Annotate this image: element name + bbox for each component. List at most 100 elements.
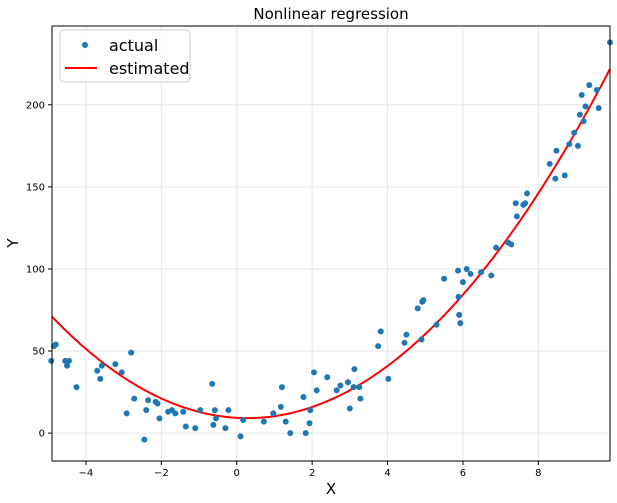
data-point: [350, 384, 357, 391]
y-axis-label: Y: [4, 238, 22, 249]
data-point: [222, 425, 229, 432]
x-tick-label: 4: [384, 468, 390, 479]
data-point: [311, 369, 318, 376]
data-point: [156, 415, 163, 422]
data-point: [143, 407, 150, 414]
data-point: [433, 321, 440, 328]
y-axis-ticks: 0 50 100 150 200: [26, 100, 52, 440]
data-point: [307, 407, 314, 414]
data-point: [209, 380, 216, 387]
data-point: [302, 430, 309, 437]
data-point: [576, 111, 583, 118]
x-tick-label: −2: [154, 468, 169, 479]
data-point: [182, 423, 189, 430]
data-point: [522, 200, 529, 207]
x-axis-ticks: −4 −2 0 2 4 6 8: [79, 461, 542, 479]
data-point: [98, 362, 105, 369]
data-point: [324, 374, 331, 381]
legend-actual-marker: [82, 42, 88, 48]
x-tick-label: 2: [309, 468, 315, 479]
data-point: [123, 410, 130, 417]
data-point: [418, 336, 425, 343]
data-point: [278, 384, 285, 391]
data-point: [488, 272, 495, 279]
data-point: [441, 275, 448, 282]
data-point: [73, 384, 80, 391]
data-point: [561, 172, 568, 179]
data-point: [357, 395, 364, 402]
data-point: [52, 341, 59, 348]
data-point: [595, 105, 602, 112]
data-point: [375, 343, 382, 350]
data-point: [582, 103, 589, 110]
y-tick-label: 150: [26, 182, 45, 193]
data-point: [141, 436, 148, 443]
data-point: [211, 407, 218, 414]
data-point: [94, 367, 101, 374]
data-point: [356, 384, 363, 391]
data-point: [467, 270, 474, 277]
data-point: [213, 415, 220, 422]
plot-frame: [51, 25, 611, 462]
data-point: [237, 433, 244, 440]
data-point: [333, 387, 340, 394]
data-point: [344, 379, 351, 386]
chart-title: Nonlinear regression: [253, 5, 408, 23]
data-point: [571, 129, 578, 136]
data-point: [457, 320, 464, 327]
data-point: [420, 297, 427, 304]
data-point: [48, 357, 55, 364]
data-point: [508, 241, 515, 248]
data-point: [512, 200, 519, 207]
data-point: [260, 418, 267, 425]
data-point: [455, 267, 462, 274]
data-point: [414, 305, 421, 312]
data-point: [277, 403, 284, 410]
x-tick-label: −4: [79, 468, 94, 479]
legend-estimated-label: estimated: [109, 59, 190, 78]
data-point: [287, 430, 294, 437]
estimated-series: [51, 68, 611, 420]
data-point: [546, 160, 553, 167]
data-point: [180, 408, 187, 415]
y-tick-label: 50: [32, 347, 45, 358]
data-point: [197, 407, 204, 414]
data-point: [172, 410, 179, 417]
data-point: [566, 141, 573, 148]
legend-actual-label: actual: [109, 36, 158, 55]
data-point: [403, 331, 410, 338]
data-point: [64, 362, 71, 369]
actual-series: [48, 39, 613, 443]
x-tick-label: 0: [234, 468, 240, 479]
data-point: [300, 393, 307, 400]
data-point: [112, 361, 119, 368]
data-point: [586, 82, 593, 89]
data-point: [306, 420, 313, 427]
legend: actual estimated: [59, 29, 191, 83]
data-point: [463, 265, 470, 272]
data-point: [118, 369, 125, 376]
data-point: [240, 416, 247, 423]
data-point: [593, 87, 600, 94]
data-point: [478, 269, 485, 276]
y-tick-label: 100: [26, 264, 45, 275]
data-point: [580, 118, 587, 125]
y-tick-label: 0: [39, 429, 45, 440]
data-point: [192, 425, 199, 432]
grid-lines: [52, 26, 610, 461]
data-point: [574, 142, 581, 149]
estimated-curve: [51, 68, 611, 420]
x-tick-label: 8: [535, 468, 541, 479]
data-point: [385, 375, 392, 382]
data-point: [553, 147, 560, 154]
x-tick-label: 6: [460, 468, 466, 479]
x-axis-label: X: [326, 480, 336, 498]
data-point: [493, 244, 500, 251]
data-point: [282, 418, 289, 425]
data-point: [210, 421, 217, 428]
data-point: [524, 190, 531, 197]
data-point: [351, 366, 358, 373]
data-point: [401, 339, 408, 346]
data-point: [128, 349, 135, 356]
